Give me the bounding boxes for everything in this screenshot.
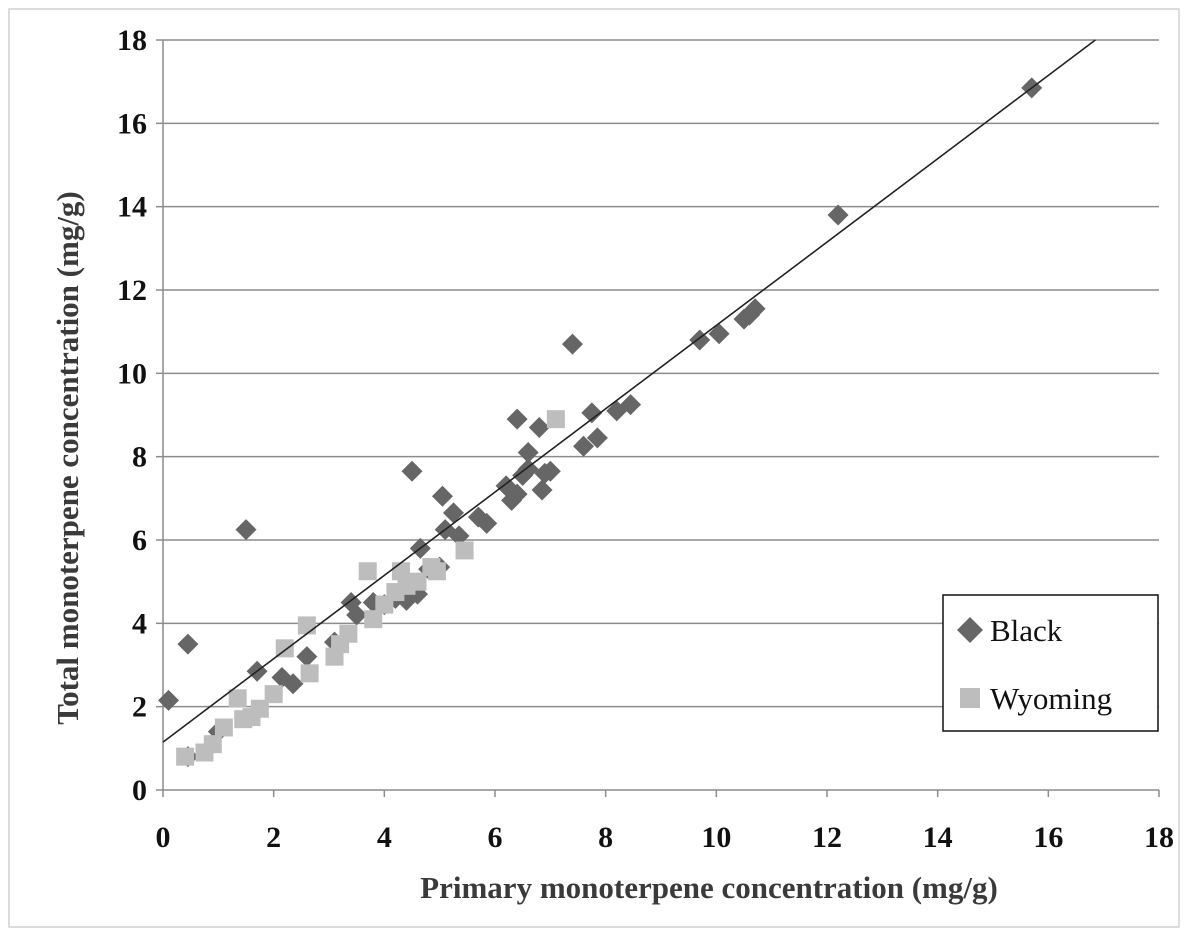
y-tick-label-2: 2: [132, 691, 147, 724]
x-tick-labels: 0 2 4 6 8 10 12 14 16 18: [156, 821, 1175, 854]
point-wyoming-3: [214, 718, 233, 737]
point-black-4: [235, 519, 257, 541]
point-black-35: [531, 479, 553, 501]
point-wyoming-25: [546, 410, 565, 429]
point-wyoming-11: [300, 664, 319, 683]
point-black-33: [517, 442, 539, 463]
x-tick-label-16: 16: [1033, 821, 1063, 854]
point-black-48: [744, 298, 766, 320]
x-tick-label-2: 2: [266, 821, 281, 854]
y-axis-title: Total monoterpene concentration (mg/g): [50, 191, 85, 725]
legend-marker-wyoming: [960, 688, 980, 708]
legend: Black Wyoming: [942, 594, 1159, 732]
point-wyoming-15: [358, 562, 377, 581]
trendline-group: [162, 39, 1096, 743]
series-wyoming: [176, 410, 565, 766]
point-black-11: [346, 604, 368, 626]
legend-box: [942, 594, 1159, 732]
point-black-7: [282, 673, 304, 695]
point-wyoming-14: [339, 624, 358, 643]
x-tick-label-12: 12: [812, 821, 842, 854]
point-wyoming-0: [176, 747, 195, 766]
point-wyoming-4: [228, 689, 247, 708]
point-wyoming-8: [264, 685, 283, 704]
y-tick-label-8: 8: [132, 441, 147, 474]
point-black-49: [827, 204, 849, 226]
point-black-21: [431, 485, 453, 507]
point-wyoming-21: [408, 572, 427, 591]
trendline: [162, 39, 1096, 743]
point-black-34: [528, 417, 550, 438]
legend-marker-black: [957, 617, 983, 643]
x-tick-label-6: 6: [488, 821, 503, 854]
x-tick-label-18: 18: [1144, 821, 1174, 854]
y-tick-label-10: 10: [117, 357, 147, 390]
x-tick-label-10: 10: [701, 821, 731, 854]
point-wyoming-24: [455, 541, 474, 560]
point-black-45: [708, 323, 730, 345]
y-tick-label-6: 6: [132, 524, 147, 557]
point-black-38: [561, 333, 583, 355]
y-tick-label-16: 16: [117, 107, 147, 140]
point-black-23: [443, 502, 464, 524]
figure-border: [8, 8, 1180, 928]
point-black-30: [506, 408, 528, 430]
x-tick-label-14: 14: [923, 821, 953, 854]
point-black-39: [573, 435, 595, 457]
x-tick-label-4: 4: [377, 821, 392, 854]
point-black-1: [177, 633, 199, 655]
point-wyoming-10: [297, 616, 316, 635]
point-black-37: [539, 460, 561, 482]
y-tick-label-12: 12: [117, 274, 147, 307]
point-black-41: [586, 427, 608, 449]
x-tick-label-0: 0: [156, 821, 171, 854]
data-points: [158, 77, 1043, 768]
point-black-16: [401, 460, 423, 482]
y-tick-label-14: 14: [117, 191, 147, 224]
x-axis-title: Primary monoterpene concentration (mg/g): [420, 870, 998, 905]
point-black-0: [158, 689, 180, 711]
point-wyoming-2: [203, 735, 222, 754]
point-black-43: [620, 394, 642, 416]
y-tick-label-0: 0: [132, 774, 147, 807]
legend-label-black: Black: [990, 613, 1063, 648]
point-wyoming-7: [250, 699, 269, 718]
x-tick-label-8: 8: [598, 821, 613, 854]
legend-label-wyoming: Wyoming: [990, 681, 1112, 716]
point-black-24: [448, 525, 470, 547]
y-tick-label-18: 18: [117, 24, 147, 57]
y-tick-label-4: 4: [132, 607, 147, 640]
point-wyoming-23: [427, 562, 446, 581]
point-black-26: [476, 512, 498, 534]
point-black-8: [296, 646, 318, 668]
point-wyoming-16: [364, 610, 383, 629]
y-tick-labels: 0 2 4 6 8 10 12 14 16 18: [117, 24, 147, 807]
point-black-29: [506, 483, 528, 505]
axes: [156, 39, 1160, 797]
point-black-40: [581, 402, 603, 424]
